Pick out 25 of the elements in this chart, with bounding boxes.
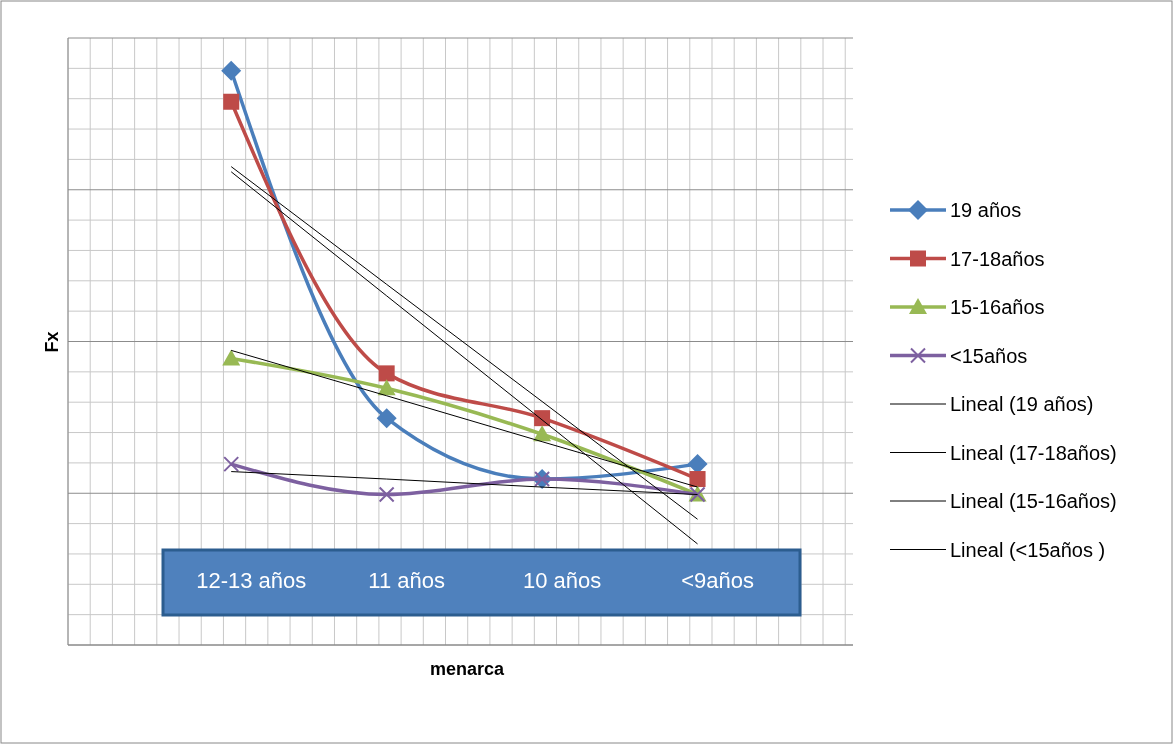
- point: [378, 365, 395, 382]
- x-tick-label: <9años: [681, 568, 754, 593]
- point: [377, 379, 396, 396]
- legend-label: 17-18años: [950, 247, 1045, 270]
- legend-label: 19 años: [950, 199, 1022, 221]
- legend-label: <15años: [950, 344, 1028, 367]
- point: [221, 60, 242, 81]
- x-axis-title: menarca: [429, 659, 506, 679]
- y-axis-title: Fx: [42, 331, 62, 353]
- point: [223, 93, 240, 110]
- legend-label: Lineal (19 años): [950, 393, 1094, 415]
- legend-label: Lineal (<15años ): [950, 538, 1106, 561]
- point: [534, 410, 551, 427]
- point: [689, 471, 706, 488]
- x-tick-label: 10 años: [522, 568, 602, 593]
- legend-label: 15-16años: [950, 296, 1045, 318]
- x-tick-label: 11 años: [368, 568, 445, 593]
- legend-label: Lineal (17-18años): [950, 441, 1117, 464]
- point: [222, 349, 241, 366]
- legend-label: Lineal (15-16años): [950, 490, 1117, 512]
- x-tick-label: 12-13 años: [196, 568, 307, 593]
- point: [378, 486, 395, 503]
- point: [376, 408, 397, 429]
- point: [533, 425, 552, 442]
- point: [223, 456, 240, 473]
